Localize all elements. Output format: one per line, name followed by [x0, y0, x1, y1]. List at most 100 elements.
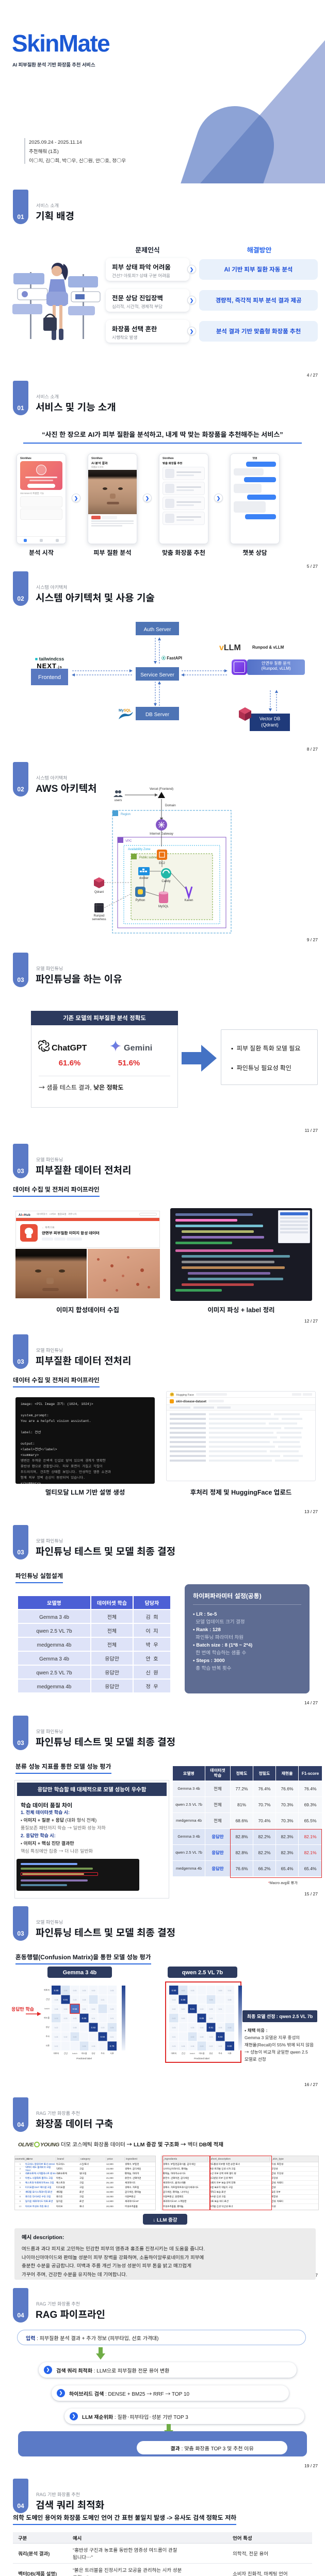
svg-text:0.05: 0.05	[191, 2027, 194, 2029]
svg-text:0.03: 0.03	[55, 2018, 58, 2020]
svg-text:0.05: 0.05	[83, 2008, 86, 2011]
svg-text:정상: 정상	[46, 2026, 50, 2029]
svg-text:0.05: 0.05	[83, 1990, 86, 1992]
svg-text:0.03: 0.03	[172, 1999, 176, 2002]
svg-text:0.05: 0.05	[55, 2036, 58, 2039]
svg-text:Caddy: Caddy	[161, 878, 170, 883]
svg-text:0.05: 0.05	[228, 1999, 232, 2002]
svg-text:주사: 주사	[218, 2052, 222, 2055]
svg-text:0.05: 0.05	[64, 1990, 68, 1992]
svg-text:serverless: serverless	[92, 917, 106, 921]
svg-text:0.08: 0.08	[228, 2027, 232, 2029]
svg-text:0.02: 0.02	[209, 2045, 213, 2048]
svg-text:0.01: 0.01	[92, 2018, 95, 2020]
svg-text:0.02: 0.02	[191, 2036, 194, 2039]
svg-text:0.03: 0.03	[209, 2036, 213, 2039]
svg-text:0.92: 0.92	[91, 2026, 96, 2029]
svg-text:0.02: 0.02	[209, 2018, 213, 2020]
svg-text:0.90: 0.90	[172, 1989, 176, 1992]
svg-text:0.03: 0.03	[200, 2045, 204, 2048]
svg-text:아토피: 아토피	[53, 2052, 59, 2055]
svg-text:Qdrant: Qdrant	[94, 889, 104, 894]
svg-text:0.00: 0.00	[92, 1990, 95, 1992]
svg-text:users: users	[115, 798, 122, 802]
svg-text:아토피: 아토피	[44, 1989, 50, 1992]
svg-text:0.05: 0.05	[110, 1990, 114, 1992]
svg-text:0.00: 0.00	[200, 2008, 204, 2011]
svg-text:0.02: 0.02	[64, 2036, 68, 2039]
svg-text:지루: 지루	[228, 2052, 232, 2055]
svg-text:0.85: 0.85	[200, 2017, 204, 2020]
svg-text:0.05: 0.05	[73, 2018, 77, 2020]
svg-text:0.08: 0.08	[92, 2045, 95, 2048]
svg-text:Predicted label: Predicted label	[76, 2057, 92, 2060]
svg-text:Vercel (Frontend): Vercel (Frontend)	[150, 786, 173, 791]
svg-text:0.01: 0.01	[110, 2018, 114, 2020]
svg-text:Predicted label: Predicted label	[194, 2057, 209, 2060]
svg-text:0.05: 0.05	[110, 2008, 114, 2011]
svg-text:0.01: 0.01	[228, 1990, 232, 1992]
svg-text:주사: 주사	[100, 2052, 105, 2055]
svg-text:0.00: 0.00	[73, 2036, 77, 2039]
svg-text:0.00: 0.00	[182, 2018, 185, 2020]
svg-text:0.03: 0.03	[64, 2018, 68, 2020]
svg-text:0.05: 0.05	[110, 2027, 114, 2029]
svg-text:0.08: 0.08	[73, 2027, 77, 2029]
svg-text:batch: batch	[44, 2007, 50, 2010]
svg-text:주사: 주사	[45, 2035, 50, 2038]
svg-text:0.03: 0.03	[172, 2027, 176, 2029]
svg-text:0.03: 0.03	[101, 2027, 105, 2029]
svg-text:0.01: 0.01	[101, 1999, 105, 2002]
svg-text:0.02: 0.02	[55, 2045, 58, 2048]
svg-text:0.05: 0.05	[219, 2027, 222, 2029]
svg-text:0.03: 0.03	[172, 2045, 176, 2048]
svg-text:0.00: 0.00	[64, 2008, 68, 2011]
svg-text:0.91: 0.91	[209, 2026, 214, 2029]
svg-text:Kaven: Kaven	[184, 897, 193, 902]
svg-text:0.03: 0.03	[191, 1990, 194, 1992]
svg-text:0.01: 0.01	[110, 2036, 114, 2039]
svg-text:0.08: 0.08	[55, 2008, 58, 2011]
svg-text:0.88: 0.88	[181, 1998, 186, 2002]
svg-text:Region: Region	[121, 811, 131, 816]
svg-text:batch: batch	[72, 2052, 77, 2055]
svg-text:0.05: 0.05	[73, 1999, 77, 2002]
svg-text:정상: 정상	[209, 2052, 213, 2055]
svg-text:0.91: 0.91	[63, 1998, 68, 2002]
svg-text:0.02: 0.02	[219, 2045, 222, 2048]
svg-text:여드름: 여드름	[44, 2016, 50, 2020]
svg-text:0.79: 0.79	[110, 2045, 115, 2048]
svg-text:Availability Zone: Availability Zone	[128, 846, 151, 851]
svg-text:0.02: 0.02	[172, 2008, 176, 2011]
svg-text:0.05: 0.05	[209, 2008, 213, 2011]
svg-text:0.01: 0.01	[172, 2036, 176, 2039]
svg-text:0.02: 0.02	[55, 2027, 58, 2029]
svg-text:지루: 지루	[110, 2052, 114, 2055]
svg-text:0.08: 0.08	[55, 1999, 58, 2002]
svg-text:Python: Python	[136, 897, 145, 902]
svg-text:0.05: 0.05	[209, 1999, 213, 2002]
svg-text:0.08: 0.08	[182, 2045, 185, 2048]
svg-text:0.02: 0.02	[182, 1990, 185, 1992]
svg-text:Public subnet: Public subnet	[139, 855, 158, 859]
svg-text:MySQL: MySQL	[158, 904, 169, 908]
svg-text:0.08: 0.08	[83, 2045, 86, 2048]
svg-text:0.08: 0.08	[191, 2045, 194, 2048]
svg-text:0.00: 0.00	[92, 2008, 95, 2011]
svg-text:0.00: 0.00	[219, 1990, 222, 1992]
svg-text:0.83: 0.83	[218, 2036, 223, 2039]
svg-text:Domain: Domain	[165, 803, 176, 807]
svg-text:0.88: 0.88	[54, 1989, 59, 1992]
svg-text:정상: 정상	[91, 2052, 95, 2055]
svg-text:VPC: VPC	[125, 838, 132, 843]
svg-text:0.08: 0.08	[83, 1999, 86, 2002]
svg-text:건선: 건선	[63, 2052, 68, 2055]
svg-text:지루: 지루	[46, 2044, 50, 2047]
svg-text:0.00: 0.00	[200, 2027, 204, 2029]
svg-text:0.84: 0.84	[101, 2036, 105, 2039]
svg-text:0.86: 0.86	[82, 2017, 87, 2020]
svg-text:0.02: 0.02	[172, 2018, 176, 2020]
svg-text:0.55: 0.55	[73, 2008, 77, 2011]
svg-text:건선: 건선	[46, 1998, 50, 2001]
svg-text:0.00: 0.00	[182, 2008, 185, 2011]
